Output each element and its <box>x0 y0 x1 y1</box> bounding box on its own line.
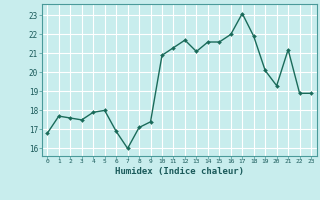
X-axis label: Humidex (Indice chaleur): Humidex (Indice chaleur) <box>115 167 244 176</box>
